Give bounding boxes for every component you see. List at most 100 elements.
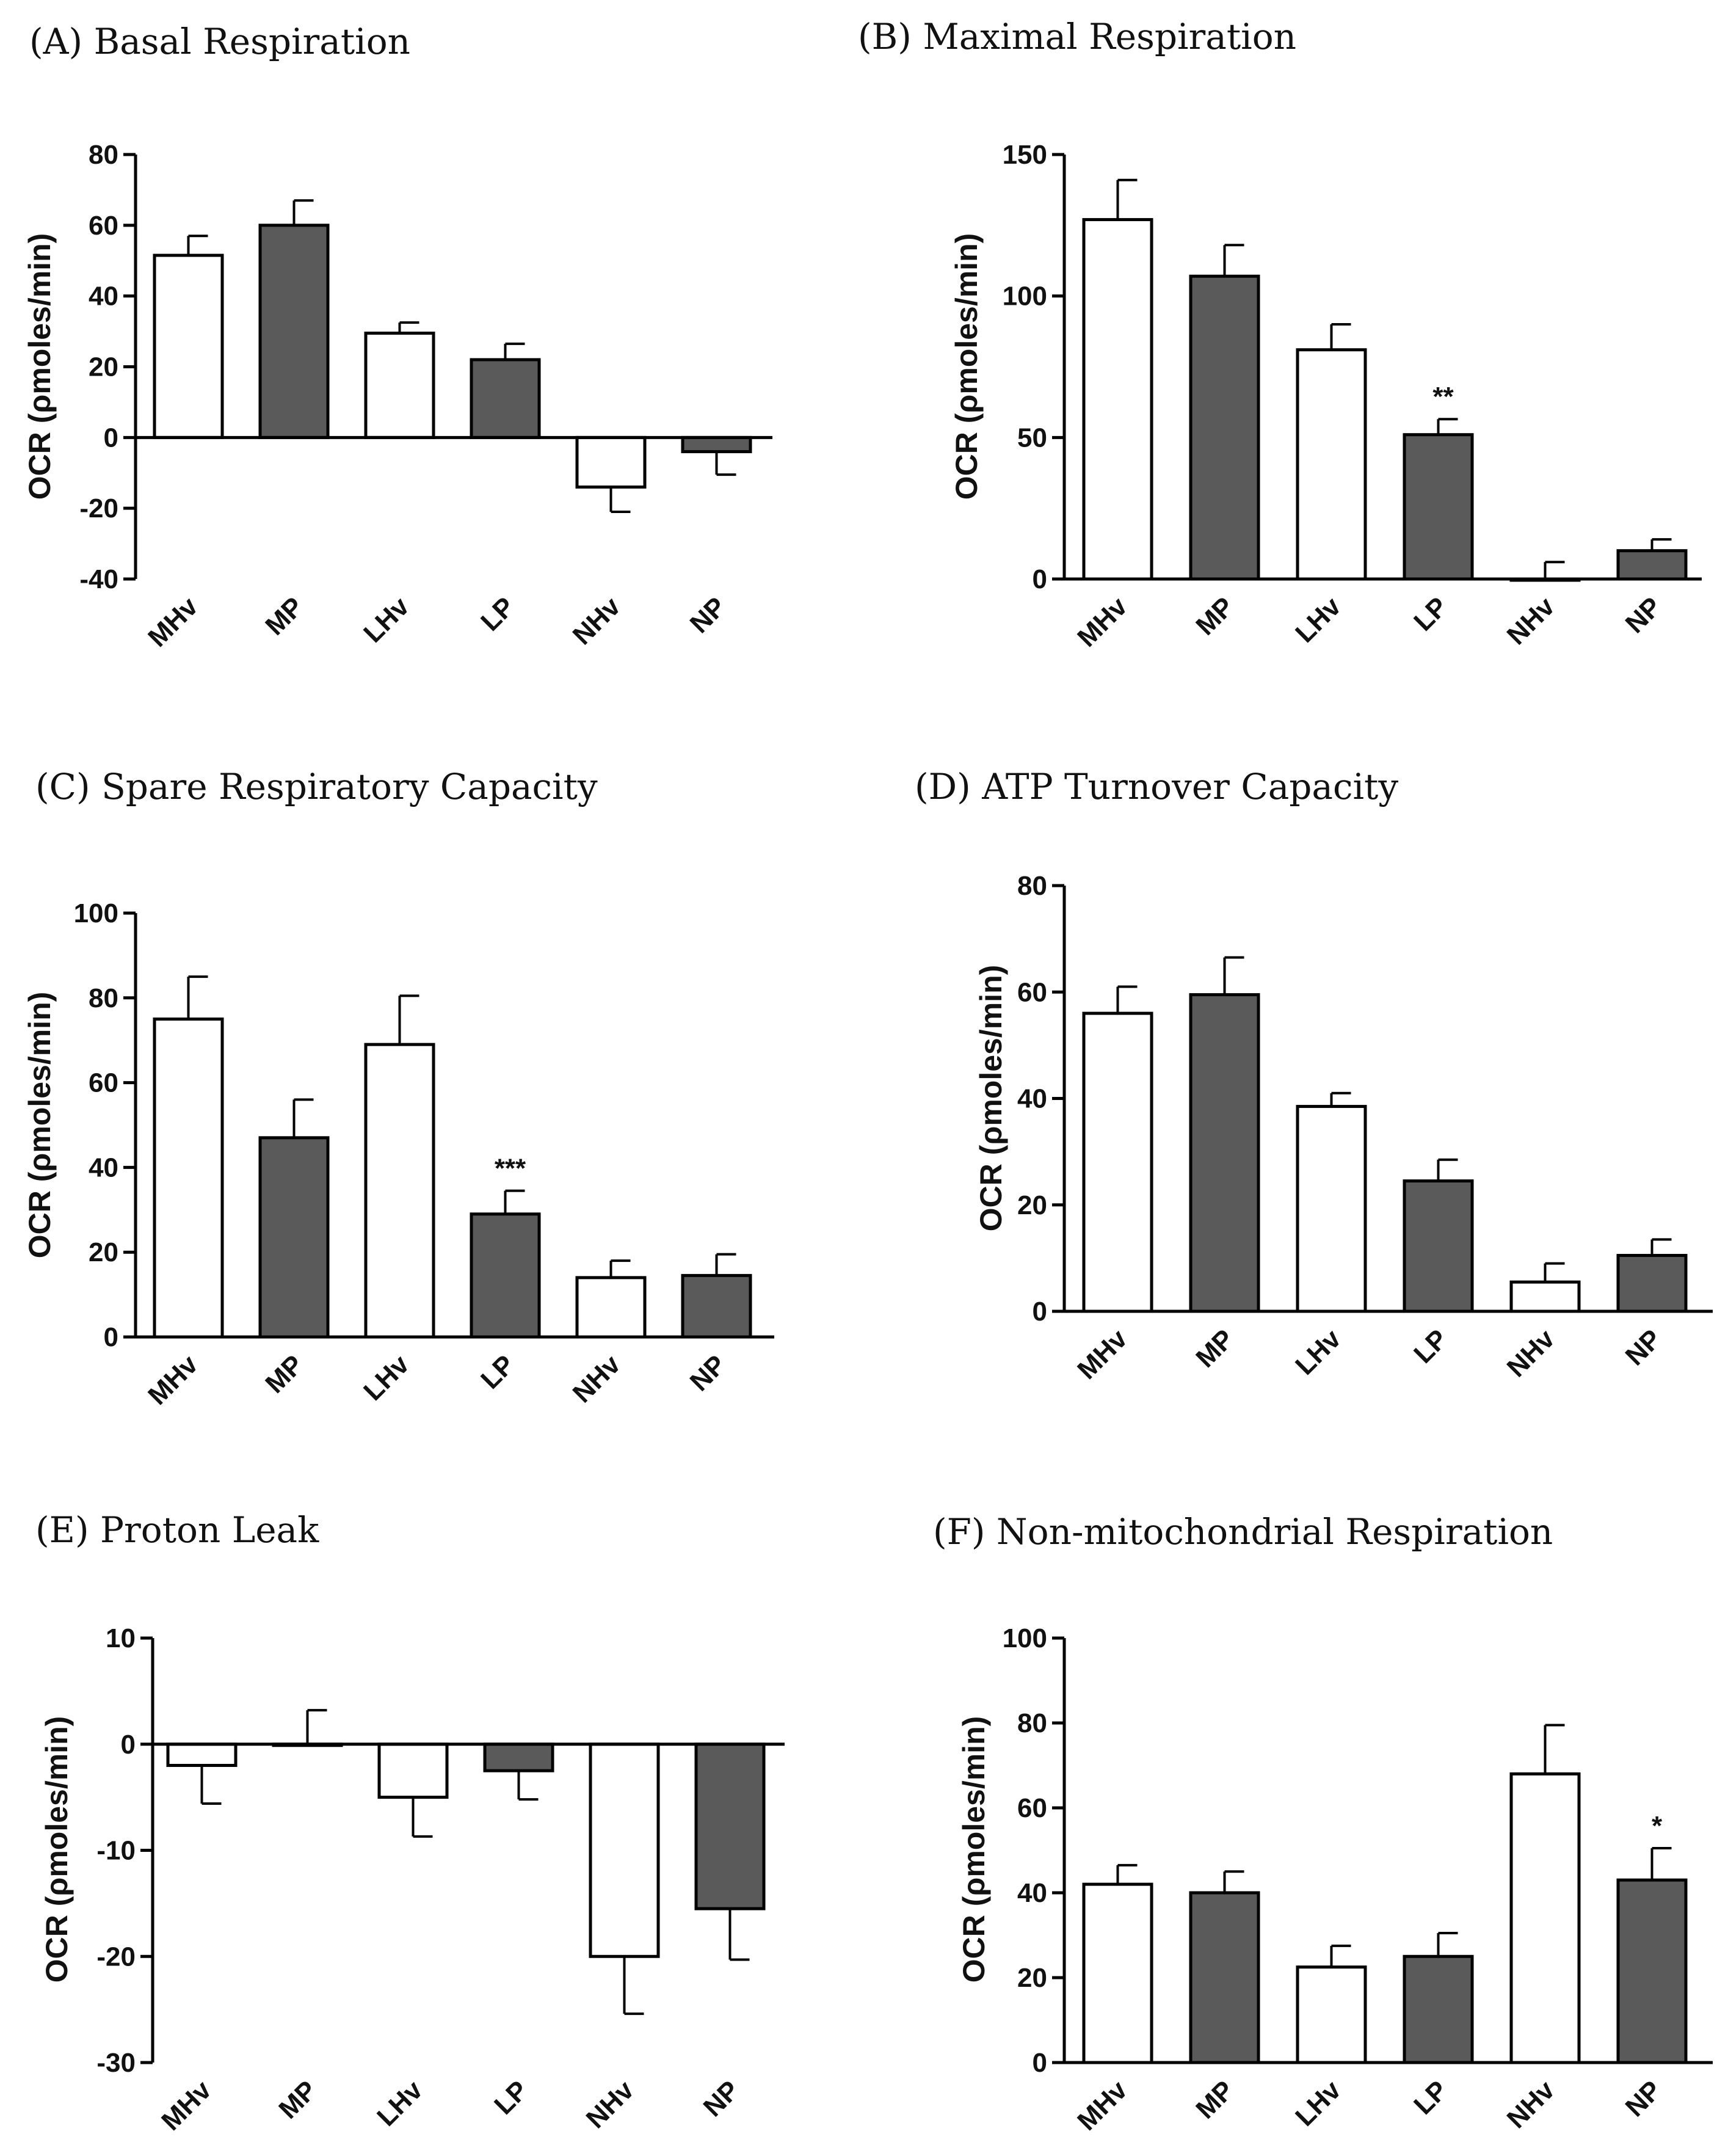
panel6-significance-NP: * [1652, 1811, 1663, 1841]
panel5-bar-NP [694, 1743, 766, 1910]
panel4-x-tick-label-LHv: LHv [1290, 1324, 1347, 1381]
panel6-y-tick-label: 80 [1017, 1708, 1047, 1738]
panel2-title: (B) Maximal Respiration [858, 16, 1296, 57]
panel1-y-tick-label: -40 [79, 564, 118, 594]
panel4-y-tick-label: 40 [1017, 1084, 1047, 1114]
panel6-x-tick-label-LHv: LHv [1290, 2075, 1347, 2132]
panel3-bar-MP [258, 1136, 330, 1339]
panel3-x-tick-label-MP: MP [260, 1349, 309, 1399]
panel1-y-tick-label: 0 [104, 423, 118, 453]
panel6-bar-NHv [1509, 1772, 1581, 2064]
panel2-y-axis-label: OCR (ρmoles/min) [949, 233, 984, 500]
panel2-bar-MP [1189, 274, 1260, 581]
panel5-chart: (E) Proton Leak OCR (ρmoles/min) -30 -20 -10… [35, 1509, 785, 2136]
panel3-bar-NHv [575, 1276, 647, 1339]
panel2-y-tick-label: 0 [1033, 564, 1047, 594]
panel2-bar-MHv [1082, 218, 1153, 581]
panel6-y-tick-label: 0 [1033, 2048, 1047, 2078]
panel2-x-tick-label-LHv: LHv [1290, 591, 1347, 649]
panel2-y-tick-label: 50 [1017, 423, 1047, 453]
panel6-x-tick-label-MHv: MHv [1072, 2075, 1133, 2136]
panel2-x-tick-label-NP: NP [1620, 591, 1668, 639]
panel5-y-tick-label: 0 [121, 1730, 136, 1760]
panel5-y-tick-label: 10 [106, 1623, 136, 1653]
panel5-y-tick-label: -30 [96, 2048, 136, 2078]
panel3-x-tick-label-LHv: LHv [358, 1349, 415, 1407]
panel5-x-tick-label-LHv: LHv [371, 2075, 429, 2132]
panel4-y-tick-label: 0 [1033, 1297, 1047, 1327]
panel3-title: (C) Spare Respiratory Capacity [35, 766, 598, 807]
panel3-y-tick-label: 20 [89, 1237, 118, 1267]
panel1-bar-NHv [575, 435, 647, 489]
panel3-bar-NP [681, 1273, 752, 1339]
panel4-x-tick-label-NHv: NHv [1501, 1324, 1561, 1383]
panel5-x-tick-label-NHv: NHv [581, 2075, 640, 2134]
panel4-bar-NHv [1509, 1280, 1581, 1313]
panel3-bar-LHv [364, 1043, 435, 1339]
panel3-y-tick-label: 60 [89, 1068, 118, 1098]
panel6-y-tick-label: 40 [1017, 1878, 1047, 1908]
panel4-y-tick-label: 20 [1017, 1190, 1047, 1220]
panel6-bar-LHv [1296, 1965, 1367, 2064]
panel3-y-tick-label: 0 [104, 1322, 118, 1352]
panel4-x-tick-label-LP: LP [1408, 1324, 1453, 1369]
panel1-x-tick-label-MHv: MHv [142, 591, 204, 653]
panel4-chart: (D) ATP Turnover Capacity OCR (ρmoles/min… [915, 766, 1713, 1385]
panel6-chart: (F) Non-mitochondrial Respiration OCR (ρm… [933, 1511, 1713, 2136]
panel4-x-tick-label-MHv: MHv [1072, 1324, 1133, 1385]
panel4-x-tick-label-MP: MP [1190, 1324, 1240, 1373]
panel5-bar-MHv [166, 1743, 238, 1767]
panel5-x-tick-label-MP: MP [273, 2075, 322, 2124]
panel5-bar-NHv [589, 1743, 660, 1958]
panel3-y-tick-label: 100 [74, 898, 118, 928]
panel2-x-tick-label-MP: MP [1190, 591, 1240, 641]
panel5-title: (E) Proton Leak [35, 1509, 319, 1551]
panel1-y-tick-label: 40 [89, 282, 118, 311]
panel1-bar-NP [681, 435, 752, 453]
panel2-y-tick-label: 100 [1003, 282, 1047, 311]
panel6-y-tick-label: 100 [1003, 1623, 1047, 1653]
panel4-bar-MP [1189, 993, 1260, 1313]
panel5-y-tick-label: -20 [96, 1942, 136, 1972]
panel3-chart: (C) Spare Respiratory Capacity OCR (ρmole… [23, 766, 774, 1411]
panel2-x-tick-label-LP: LP [1408, 591, 1453, 636]
panel5-y-axis-label: OCR (ρmoles/min) [40, 1716, 74, 1983]
panel3-x-tick-label-NP: NP [684, 1349, 732, 1397]
panel5-x-tick-label-LP: LP [488, 2075, 534, 2120]
panel4-title: (D) ATP Turnover Capacity [915, 766, 1398, 807]
panel4-bar-NP [1616, 1254, 1688, 1313]
panel2-x-tick-label-NHv: NHv [1501, 591, 1561, 650]
panel4-x-tick-label-NP: NP [1620, 1324, 1668, 1371]
panel1-y-tick-label: -20 [79, 493, 118, 523]
panel6-x-tick-label-NP: NP [1620, 2075, 1668, 2122]
panel2-significance-LP: ** [1432, 382, 1454, 412]
panel4-bar-MHv [1082, 1011, 1153, 1313]
panel3-x-tick-label-MHv: MHv [142, 1349, 204, 1411]
panel5-bar-LHv [377, 1743, 449, 1799]
panel3-x-tick-label-LP: LP [475, 1349, 520, 1394]
panel1-x-tick-label-MP: MP [260, 591, 309, 641]
panel1-y-axis-label: OCR (ρmoles/min) [23, 233, 57, 500]
panel4-bar-LP [1403, 1179, 1474, 1313]
panel4-y-tick-label: 80 [1017, 871, 1047, 901]
panel6-y-axis-label: OCR (ρmoles/min) [957, 1716, 991, 1983]
panel1-bar-LHv [364, 331, 435, 439]
panel5-y-tick-label: -10 [96, 1836, 136, 1866]
panel2-chart: (B) Maximal Respiration OCR (ρmoles/min) 0… [858, 16, 1702, 653]
panel3-y-tick-label: 80 [89, 983, 118, 1013]
panel2-bar-LP [1403, 433, 1474, 581]
panel1-y-tick-label: 80 [89, 140, 118, 170]
panel3-bar-LP [470, 1212, 541, 1339]
panel1-x-tick-label-LP: LP [475, 591, 520, 636]
panel6-y-tick-label: 60 [1017, 1793, 1047, 1823]
panel3-y-axis-label: OCR (ρmoles/min) [23, 992, 57, 1259]
panel1-x-tick-label-LHv: LHv [358, 591, 415, 649]
panel1-bar-MHv [153, 253, 224, 439]
panel1-bar-LP [470, 358, 541, 439]
panel2-bar-LHv [1296, 348, 1367, 581]
panel3-bar-MHv [153, 1018, 224, 1339]
panel5-x-tick-label-NP: NP [698, 2075, 746, 2122]
panel4-y-axis-label: OCR (ρmoles/min) [974, 965, 1008, 1232]
panel5-x-tick-label-MHv: MHv [156, 2075, 217, 2136]
